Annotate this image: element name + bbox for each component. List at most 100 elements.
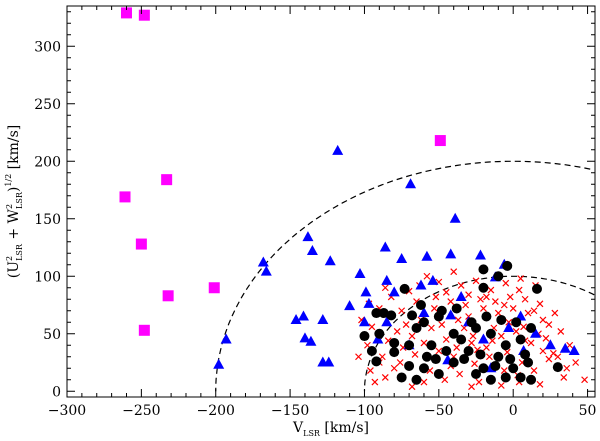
circle-point [531, 283, 542, 294]
cross-point [539, 347, 547, 355]
triangle-point [415, 279, 427, 290]
circle-point [493, 351, 504, 362]
circle-point [399, 283, 410, 294]
plot-frame [66, 5, 596, 398]
x-tick-label: −50 [424, 403, 454, 419]
x-tick-labels: −300 −250 −200 −150 −100 −50 0 50 [48, 403, 597, 419]
cross-point [368, 323, 376, 331]
cross-point [398, 307, 406, 315]
cross-point [517, 275, 525, 282]
triangle-point [381, 316, 393, 327]
x-tick-label: −100 [345, 403, 383, 419]
triangle-point [445, 248, 457, 259]
triangle-point [323, 356, 335, 367]
cross-point [381, 374, 389, 381]
cross-point [485, 353, 493, 361]
circle-point [374, 328, 385, 339]
circle-point [493, 271, 504, 282]
cross-point [512, 328, 520, 335]
circle-point [433, 369, 444, 379]
x-tick-label: −200 [197, 403, 235, 419]
y-axis-title: (U2LSR + W2LSR)1/2 [km/s] [4, 125, 24, 279]
circle-point [415, 300, 426, 310]
square-point [138, 9, 150, 21]
triangle-point [405, 178, 417, 189]
circle-point [463, 346, 474, 356]
y-tick-label: 250 [34, 97, 61, 113]
triangle-point [354, 267, 366, 278]
square-point [135, 238, 147, 250]
cross-point [393, 328, 401, 335]
cross-point [502, 279, 510, 287]
triangle-point [396, 253, 408, 263]
cross-point [441, 376, 449, 384]
circle-point [411, 323, 422, 333]
triangle-point [503, 322, 515, 332]
triangle-point [388, 286, 400, 297]
cross-point [366, 367, 374, 374]
y-tick-label: 150 [34, 212, 61, 228]
triangle-point [360, 286, 372, 297]
cross-point [472, 277, 480, 285]
circle-point [496, 314, 507, 325]
x-axis-title: VLSR [km/s] [292, 420, 369, 438]
cross-point [381, 284, 389, 292]
cross-point [462, 301, 470, 309]
cross-point [468, 339, 475, 347]
cross-point [545, 355, 553, 363]
cross-point [420, 378, 428, 386]
triangle-point [220, 333, 232, 344]
cross-point [509, 305, 517, 312]
triangle-point [421, 250, 433, 261]
cross-point [521, 295, 529, 303]
circle-point [478, 282, 489, 293]
cross-point [457, 282, 465, 289]
circle-point [478, 264, 489, 275]
x-tick-label: −250 [122, 403, 160, 419]
cross-point [554, 353, 562, 361]
cross-point [515, 286, 523, 294]
cross-point [456, 370, 464, 378]
y-tick-labels: 0 50 100 150 200 250 300 [34, 39, 61, 400]
triangle-point [302, 231, 314, 242]
circle-point [471, 369, 482, 379]
triangle-point [324, 255, 336, 266]
cross-point [390, 364, 398, 372]
circle-point [511, 317, 522, 328]
triangle-point [381, 274, 393, 285]
circle-point [451, 303, 462, 314]
square-point [434, 135, 446, 147]
triangle-point [544, 339, 556, 350]
x-tick-label: 50 [579, 403, 597, 419]
y-tick-label: 200 [34, 154, 61, 170]
cross-point [563, 364, 571, 372]
circle-point [520, 349, 531, 360]
circle-point [389, 337, 400, 348]
square-point [138, 324, 150, 336]
triangle-point [306, 244, 318, 255]
triangle-point [379, 241, 391, 252]
cross-point [438, 321, 446, 328]
triangle-point [445, 309, 457, 320]
cross-point [551, 309, 559, 317]
x-tick-label: −300 [48, 403, 86, 419]
circle-point [386, 310, 397, 321]
circle-point [490, 360, 501, 371]
cross-point [572, 359, 580, 366]
square-point [161, 174, 173, 186]
cross-point [430, 305, 438, 312]
cross-point [427, 324, 435, 332]
circle-point [552, 362, 563, 373]
cross-point [480, 305, 487, 312]
cross-point [411, 351, 419, 358]
circle-point [515, 372, 526, 383]
circle-point [407, 310, 418, 321]
cross-point [530, 307, 538, 315]
cross-point [408, 383, 416, 391]
cross-point [435, 347, 443, 355]
y-tick-label: 300 [34, 39, 61, 55]
triangle-point [305, 335, 317, 346]
triangle-point [290, 313, 302, 324]
square-point [162, 290, 174, 302]
